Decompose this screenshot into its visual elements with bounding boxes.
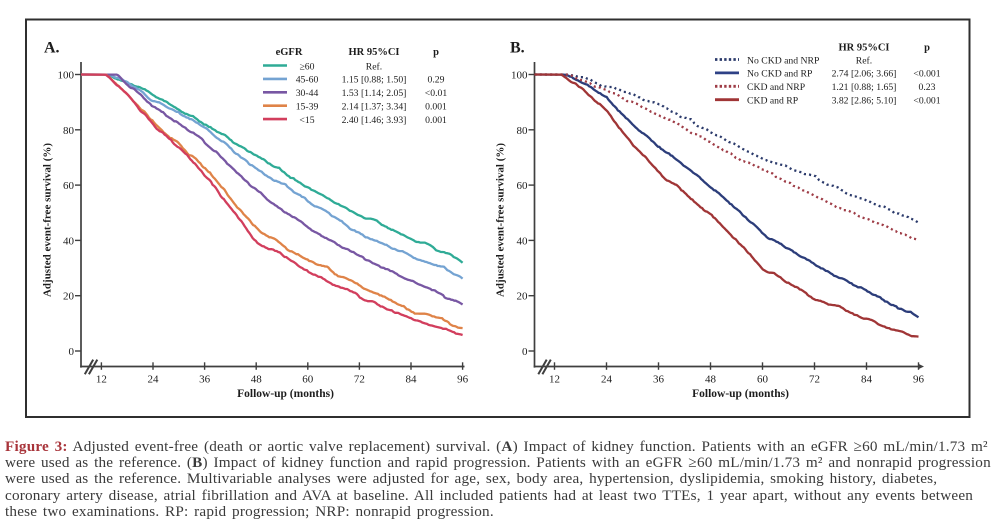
svg-text:0.001: 0.001 xyxy=(425,102,447,113)
svg-text:96: 96 xyxy=(913,374,925,386)
svg-text:36: 36 xyxy=(199,374,211,386)
svg-text:1.21 [0.88; 1.65]: 1.21 [0.88; 1.65] xyxy=(832,82,897,93)
svg-text:≥60: ≥60 xyxy=(299,61,314,72)
svg-text:Adjusted event-free survival (: Adjusted event-free survival (%) xyxy=(42,143,54,297)
svg-text:60: 60 xyxy=(757,374,769,386)
svg-text:Follow-up (months): Follow-up (months) xyxy=(692,388,789,400)
svg-text:<0.001: <0.001 xyxy=(913,69,940,80)
svg-text:B.: B. xyxy=(510,40,525,57)
svg-text:1.53 [1.14; 2.05]: 1.53 [1.14; 2.05] xyxy=(342,88,407,99)
svg-text:A.: A. xyxy=(44,40,60,57)
svg-text:p: p xyxy=(924,43,930,54)
svg-text:HR 95%CI: HR 95%CI xyxy=(348,47,399,58)
svg-text:CKD and NRP: CKD and NRP xyxy=(747,82,805,93)
svg-text:40: 40 xyxy=(63,235,75,247)
svg-text:12: 12 xyxy=(549,374,560,386)
svg-text:72: 72 xyxy=(809,374,820,386)
svg-text:80: 80 xyxy=(517,125,529,137)
svg-text:2.74 [2.06; 3.66]: 2.74 [2.06; 3.66] xyxy=(832,69,897,80)
svg-text:0.23: 0.23 xyxy=(919,82,936,93)
svg-text:36: 36 xyxy=(653,374,665,386)
svg-text:Follow-up (months): Follow-up (months) xyxy=(237,388,334,400)
svg-text:2.40 [1.46; 3.93]: 2.40 [1.46; 3.93] xyxy=(342,115,407,126)
svg-text:12: 12 xyxy=(96,374,107,386)
svg-text:0: 0 xyxy=(522,346,528,358)
svg-text:100: 100 xyxy=(511,70,528,82)
svg-text:40: 40 xyxy=(517,235,529,247)
svg-text:Ref.: Ref. xyxy=(366,61,382,72)
svg-text:96: 96 xyxy=(457,374,469,386)
svg-text:84: 84 xyxy=(861,374,873,386)
svg-text:20: 20 xyxy=(63,291,75,303)
svg-text:72: 72 xyxy=(354,374,365,386)
svg-text:0: 0 xyxy=(69,346,75,358)
svg-text:30-44: 30-44 xyxy=(296,88,319,99)
svg-text:CKD and RP: CKD and RP xyxy=(747,96,798,107)
svg-text:60: 60 xyxy=(517,180,529,192)
svg-text:3.82 [2.86; 5.10]: 3.82 [2.86; 5.10] xyxy=(832,96,897,107)
svg-text:80: 80 xyxy=(63,125,75,137)
svg-text:<15: <15 xyxy=(299,115,314,126)
svg-text:48: 48 xyxy=(251,374,263,386)
svg-text:Ref.: Ref. xyxy=(856,55,872,66)
svg-text:60: 60 xyxy=(302,374,314,386)
svg-text:2.14 [1.37; 3.34]: 2.14 [1.37; 3.34] xyxy=(342,102,407,113)
svg-text:<0.001: <0.001 xyxy=(913,96,940,107)
svg-text:<0.01: <0.01 xyxy=(425,88,448,99)
svg-text:p: p xyxy=(433,47,439,58)
svg-text:eGFR: eGFR xyxy=(276,47,303,58)
svg-text:15-39: 15-39 xyxy=(296,102,319,113)
svg-text:48: 48 xyxy=(705,374,717,386)
svg-text:1.15 [0.88; 1.50]: 1.15 [0.88; 1.50] xyxy=(342,75,407,86)
svg-text:20: 20 xyxy=(517,291,529,303)
svg-text:84: 84 xyxy=(406,374,418,386)
svg-text:24: 24 xyxy=(148,374,160,386)
svg-text:HR 95%CI: HR 95%CI xyxy=(838,43,889,54)
svg-text:Adjusted event-free survival (: Adjusted event-free survival (%) xyxy=(495,143,507,297)
svg-text:0.29: 0.29 xyxy=(428,75,445,86)
svg-text:0.001: 0.001 xyxy=(425,115,447,126)
svg-text:45-60: 45-60 xyxy=(296,75,319,86)
svg-text:100: 100 xyxy=(58,70,75,82)
svg-text:No CKD and RP: No CKD and RP xyxy=(747,69,812,80)
svg-text:24: 24 xyxy=(601,374,613,386)
svg-text:No CKD and NRP: No CKD and NRP xyxy=(747,55,819,66)
svg-text:60: 60 xyxy=(63,180,75,192)
